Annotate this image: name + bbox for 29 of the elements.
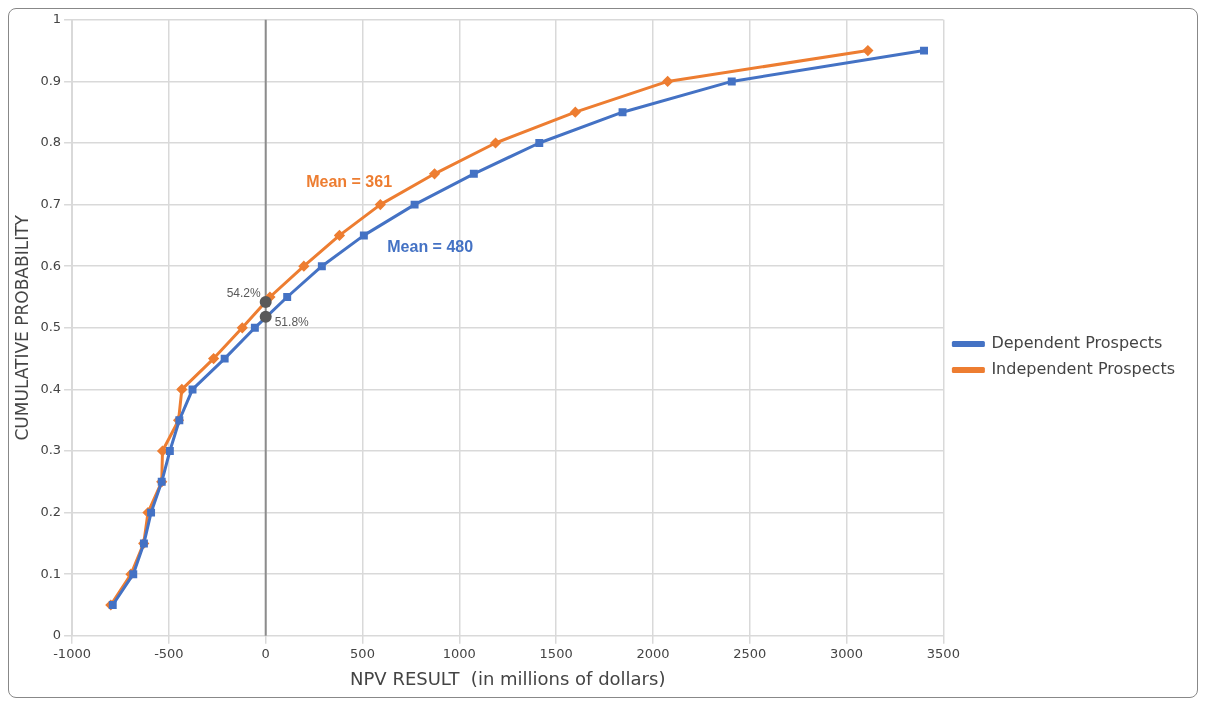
y-tick-label: 0.5 xyxy=(40,319,62,335)
x-axis-title: NPV RESULT (in millions of dollars) xyxy=(350,667,666,689)
x-tick-label: -500 xyxy=(154,645,184,661)
x-tick-label: -1000 xyxy=(53,645,91,661)
x-tick-label: 2000 xyxy=(636,645,670,661)
data-label: 54.2% xyxy=(226,286,262,301)
y-tick-label: 0.1 xyxy=(40,565,62,581)
data-label: 51.8% xyxy=(274,315,310,330)
x-tick-label: 1000 xyxy=(442,645,476,661)
x-tick-label: 0 xyxy=(261,645,270,661)
y-tick-label: 0.2 xyxy=(40,503,62,519)
x-tick-label: 3000 xyxy=(830,645,864,661)
annotation: Mean = 480 xyxy=(387,238,474,256)
y-tick-label: 0.4 xyxy=(40,380,62,396)
y-tick-label: 0 xyxy=(52,627,62,643)
y-axis-title: CUMULATIVE PROBABILITY xyxy=(11,214,32,441)
legend-label: Dependent Prospects xyxy=(991,333,1163,353)
x-tick-label: 3500 xyxy=(926,645,960,661)
y-tick-label: 1 xyxy=(52,11,62,27)
y-tick-label: 0.7 xyxy=(40,195,62,211)
legend-label: Independent Prospects xyxy=(991,359,1175,379)
annotation: Mean = 361 xyxy=(306,173,393,191)
x-tick-label: 1500 xyxy=(539,645,573,661)
y-tick-label: 0.3 xyxy=(40,442,62,458)
y-tick-label: 0.6 xyxy=(40,257,62,273)
x-tick-label: 2500 xyxy=(733,645,767,661)
x-tick-label: 500 xyxy=(350,645,375,661)
y-tick-label: 0.9 xyxy=(40,72,62,88)
y-tick-label: 0.8 xyxy=(40,134,62,150)
